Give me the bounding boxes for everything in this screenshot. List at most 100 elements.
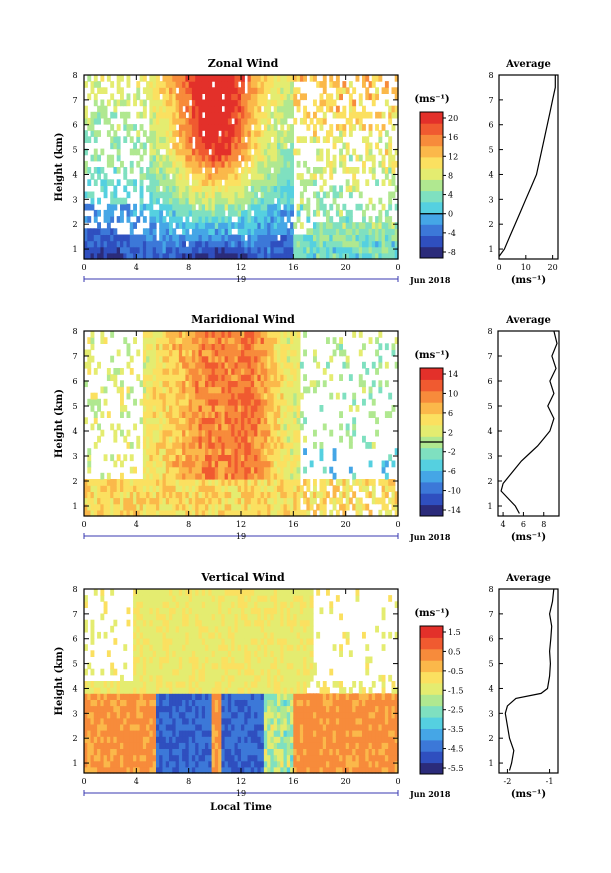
heatmap-cell <box>254 380 258 388</box>
heatmap-cell <box>165 644 170 651</box>
heatmap-cell <box>257 429 262 437</box>
heatmap-cell <box>146 380 150 388</box>
heatmap-cell <box>322 136 327 143</box>
heatmap-cell <box>384 246 389 254</box>
heatmap-cell <box>126 509 131 517</box>
heatmap-cell <box>103 117 108 125</box>
heatmap-cell <box>290 509 294 517</box>
heatmap-cell <box>169 87 173 94</box>
heatmap-cell <box>214 405 219 412</box>
heatmap-cell <box>84 760 88 768</box>
heatmap-cell <box>237 191 242 199</box>
heatmap-cell <box>237 485 242 492</box>
colorbar-swatch <box>420 390 443 403</box>
heatmap-cell <box>296 209 301 217</box>
heatmap-cell <box>162 130 167 137</box>
heatmap-cell <box>254 222 258 229</box>
heatmap-cell <box>303 185 307 193</box>
heatmap-cell <box>136 148 141 156</box>
heatmap-cell <box>126 234 131 242</box>
heatmap-cell <box>120 699 124 707</box>
heatmap-cell <box>250 411 255 418</box>
heatmap-cell <box>329 93 334 101</box>
heatmap-cell <box>133 203 137 211</box>
heatmap-cell <box>208 160 213 168</box>
heatmap-cell <box>188 650 193 657</box>
heatmap-cell <box>270 142 275 150</box>
heatmap-cell <box>103 228 108 235</box>
heatmap-cell <box>273 111 278 119</box>
heatmap-cell <box>185 656 190 664</box>
heatmap-cell <box>296 398 301 406</box>
heatmap-cell <box>191 766 196 774</box>
heatmap-cell <box>205 179 209 186</box>
heatmap-cell <box>358 228 363 235</box>
heatmap-cell <box>106 711 111 719</box>
heatmap-cell <box>185 216 190 223</box>
heatmap-cell <box>267 228 272 235</box>
heatmap-cell <box>362 252 366 260</box>
heatmap-cell <box>169 607 173 615</box>
heatmap-cell <box>313 386 317 394</box>
heatmap-cell <box>90 509 95 517</box>
heatmap-cell <box>329 185 334 193</box>
heatmap-cell <box>165 423 170 431</box>
heatmap-cell <box>149 411 154 418</box>
heatmap-cell <box>218 124 222 131</box>
heatmap-cell <box>90 337 95 344</box>
heatmap-cell <box>188 625 193 633</box>
heatmap-cell <box>280 124 285 131</box>
heatmap-cell <box>84 136 88 143</box>
heatmap-cell <box>348 228 353 235</box>
heatmap-cell <box>254 361 258 369</box>
heatmap-cell <box>270 485 275 492</box>
heatmap-cell <box>348 234 353 242</box>
heatmap-cell <box>342 240 347 248</box>
heatmap-cell <box>198 93 203 101</box>
heatmap-cell <box>149 650 154 657</box>
heatmap-cell <box>156 417 160 425</box>
heatmap-cell <box>211 203 216 211</box>
heatmap-cell <box>116 742 121 749</box>
heatmap-cell <box>348 154 353 162</box>
heatmap-cell <box>316 167 321 174</box>
heatmap-cell <box>296 392 301 400</box>
heatmap-cell <box>106 75 111 82</box>
heatmap-cell <box>139 111 144 119</box>
heatmap-cell <box>133 613 137 621</box>
heatmap-cell <box>371 380 376 388</box>
heatmap-cell <box>182 411 186 418</box>
heatmap-cell <box>286 423 291 431</box>
heatmap-cell <box>182 87 186 94</box>
heatmap-cell <box>329 160 334 168</box>
heatmap-cell <box>267 173 272 180</box>
heatmap-cell <box>267 99 272 107</box>
heatmap-cell <box>178 75 183 82</box>
heatmap-cell <box>224 252 229 260</box>
heatmap-cell <box>211 460 216 468</box>
heatmap-cell <box>172 349 177 357</box>
heatmap-cell <box>205 111 209 119</box>
heatmap-cell <box>201 148 206 156</box>
heatmap-cell <box>237 460 242 468</box>
heatmap-cell <box>90 124 95 131</box>
heatmap-cell <box>165 625 170 633</box>
heatmap-cell <box>139 240 144 248</box>
heatmap-cell <box>231 124 236 131</box>
heatmap-cell <box>241 228 245 235</box>
heatmap-cell <box>293 252 298 260</box>
heatmap-cell <box>257 173 262 180</box>
heatmap-cell <box>169 693 173 700</box>
heatmap-cell <box>100 717 105 725</box>
x-tick-label: 0 <box>81 520 86 529</box>
heatmap-cell <box>175 631 180 639</box>
heatmap-cell <box>172 142 177 150</box>
heatmap-cell <box>133 730 137 737</box>
heatmap-cell <box>149 674 154 682</box>
heatmap-cell <box>120 674 124 682</box>
heatmap-cell <box>188 448 193 455</box>
heatmap-cell <box>120 748 124 756</box>
heatmap-cell <box>133 185 137 193</box>
heatmap-cell <box>378 240 383 248</box>
heatmap-cell <box>142 601 147 608</box>
